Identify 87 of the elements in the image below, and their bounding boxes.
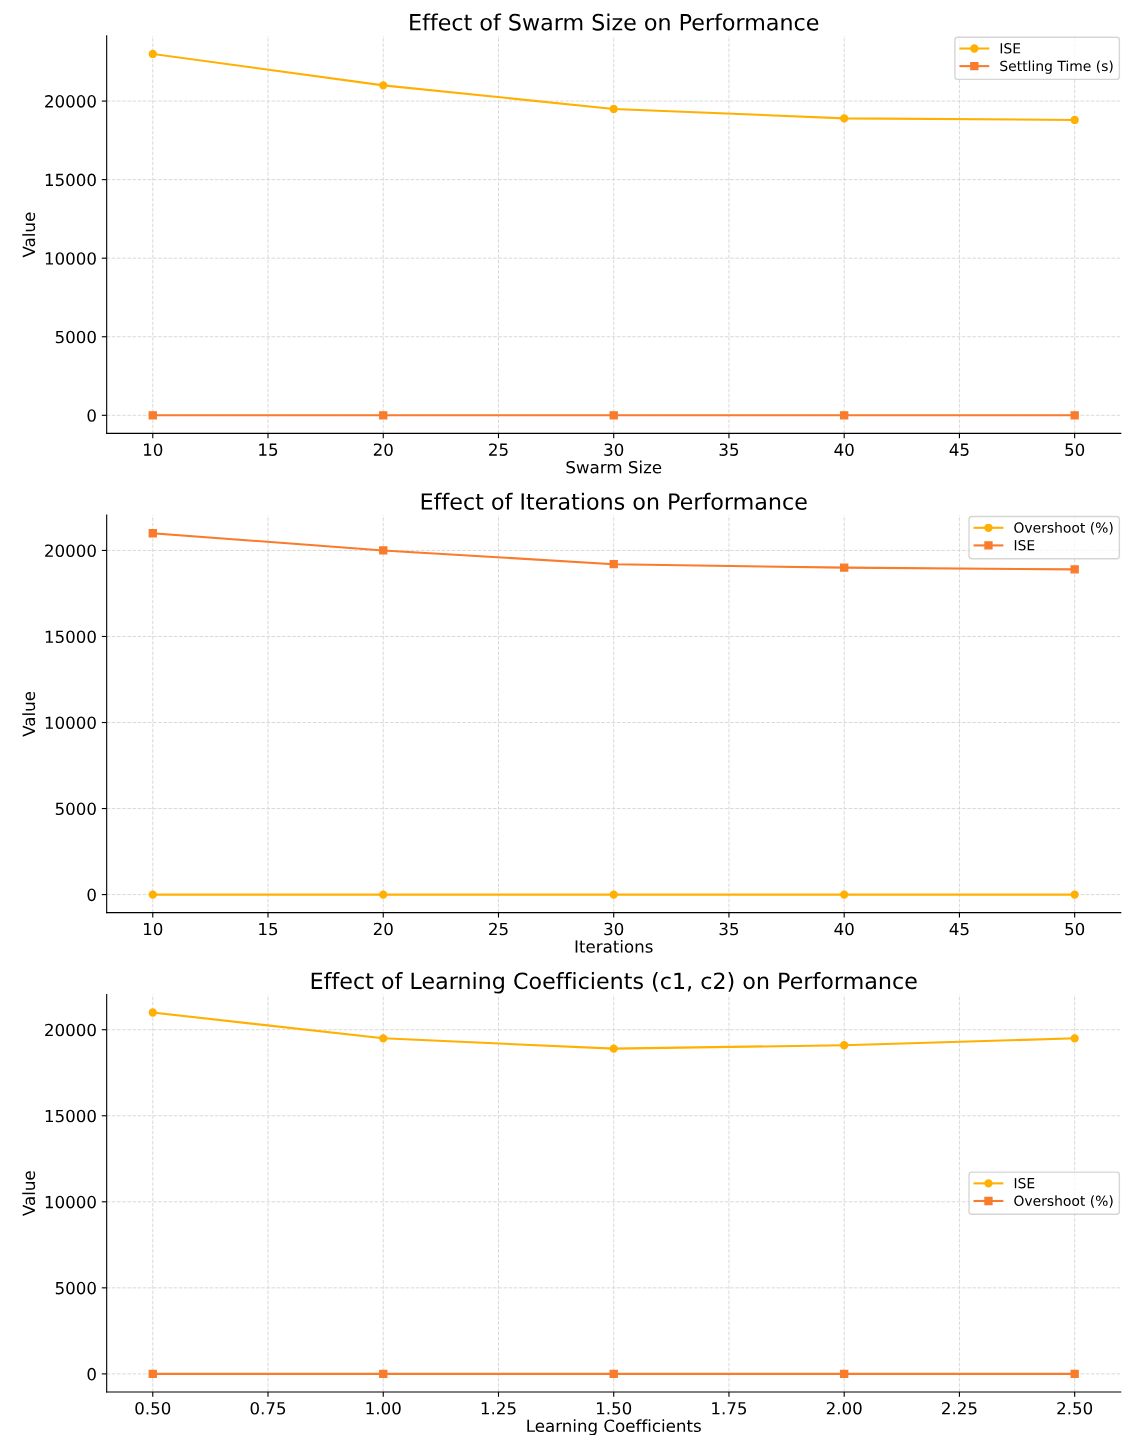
point (379, 411, 388, 420)
point (1070, 890, 1079, 899)
x-tick-label: 1.75 (712, 1402, 747, 1415)
point (840, 1369, 849, 1379)
point (379, 81, 388, 90)
x-tick-label: 1.50 (597, 1401, 632, 1415)
x-tick-label: 45 (949, 443, 969, 456)
x-tick-label: 0.50 (135, 1401, 171, 1415)
y-tick-label: 0 (87, 1367, 96, 1381)
x-tick-label: 45 (949, 922, 969, 936)
x-tick-label: 0.75 (250, 1401, 286, 1415)
x-tick-label: 10 (144, 443, 163, 456)
x-tick-label: 2.50 (1057, 1401, 1093, 1415)
y-tick-label: 15000 (45, 1109, 96, 1123)
chart-title: Effect of Learning Coefficients (c1, c2) on Performance (311, 972, 917, 994)
legend-label: Settling Time (s) (1000, 60, 1113, 74)
y-tick-label: 5000 (55, 330, 96, 344)
point (1070, 565, 1079, 574)
y-tick-label: 20000 (45, 544, 96, 558)
x-tick-label: 50 (1065, 922, 1085, 936)
point (1070, 1369, 1079, 1379)
point (148, 49, 157, 59)
point (609, 1369, 618, 1379)
x-tick-label: 25 (489, 443, 508, 456)
x-axis-title: Iterations (575, 939, 653, 953)
y-tick-label: 20000 (45, 95, 96, 108)
y-tick-label: 20000 (45, 1023, 96, 1037)
x-tick-label: 10 (144, 922, 163, 936)
legend-label: ISE (1014, 539, 1035, 551)
x-tick-label: 15 (259, 443, 278, 456)
point (1070, 411, 1079, 420)
x-axis-title: Learning Coefficients (527, 1419, 701, 1435)
legend-label: Overshoot (%) (1014, 1195, 1113, 1208)
y-tick-label: 15000 (45, 630, 96, 644)
y-tick-label: 10000 (45, 716, 96, 730)
point (148, 1369, 157, 1379)
y-tick-label: 0 (87, 888, 96, 902)
x-tick-label: 20 (373, 443, 393, 456)
point (609, 1044, 618, 1053)
x-tick-label: 1.25 (481, 1401, 516, 1415)
point (840, 890, 849, 899)
x-tick-label: 25 (489, 922, 508, 936)
point (379, 890, 388, 899)
point (148, 1008, 157, 1017)
x-tick-label: 1.00 (366, 1401, 401, 1415)
x-tick-label: 40 (834, 443, 854, 456)
y-tick-label: 0 (87, 409, 96, 422)
legend-label: Overshoot (%) (1014, 522, 1113, 535)
y-axis-title: Value (22, 691, 36, 737)
y-tick-label: 10000 (45, 1195, 96, 1209)
point (1070, 1034, 1079, 1043)
x-tick-label: 50 (1065, 443, 1085, 456)
x-tick-label: 35 (719, 443, 739, 456)
point (840, 411, 849, 420)
point (379, 546, 388, 555)
y-axis-title: Value (22, 1171, 36, 1216)
chart-title: Effect of Iterations on Performance (421, 492, 807, 510)
x-tick-label: 2.00 (826, 1401, 862, 1415)
point (148, 411, 157, 420)
point (840, 563, 849, 572)
point (148, 529, 157, 538)
y-tick-label: 5000 (55, 802, 96, 816)
y-tick-label: 15000 (45, 173, 96, 187)
y-tick-label: 10000 (45, 252, 96, 265)
x-axis-title: Swarm Size (566, 460, 662, 474)
x-tick-label: 35 (719, 922, 739, 936)
point (609, 104, 618, 114)
x-tick-label: 30 (604, 443, 624, 456)
point (609, 560, 618, 569)
x-tick-label: 20 (373, 922, 393, 936)
legend-label: ISE (1014, 1177, 1035, 1189)
legend-label: ISE (1000, 43, 1021, 54)
point (840, 114, 849, 123)
x-tick-label: 40 (834, 922, 854, 936)
y-axis-title: Value (22, 212, 36, 258)
chart-title: Effect of Swarm Size on Performance (410, 13, 819, 31)
point (379, 1369, 388, 1379)
point (148, 890, 157, 899)
point (609, 411, 618, 420)
x-tick-label: 15 (259, 922, 278, 936)
point (379, 1034, 388, 1043)
x-tick-label: 2.25 (942, 1401, 977, 1415)
point (609, 890, 618, 899)
y-tick-label: 5000 (55, 1281, 96, 1295)
x-tick-label: 30 (604, 922, 624, 936)
point (840, 1041, 849, 1050)
point (1070, 115, 1079, 125)
